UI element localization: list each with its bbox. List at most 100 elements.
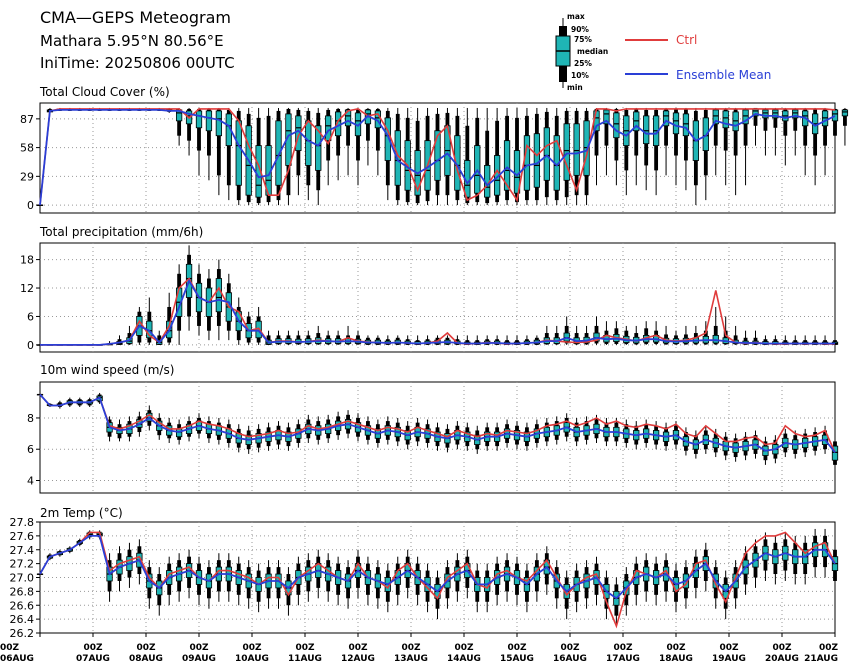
x-tick-date: 14AUG	[447, 654, 481, 664]
cloud-cover-box-inner	[434, 130, 441, 181]
cloud-cover-box-outer	[753, 107, 758, 126]
cloud-cover-box-inner	[533, 133, 541, 188]
x-tick-hour: 00Z	[242, 643, 262, 653]
legend-p25-label: 25%	[574, 59, 592, 68]
x-tick-hour: 00Z	[83, 643, 103, 653]
cloud-cover-box-inner	[543, 127, 550, 181]
x-tick-hour: 00Z	[189, 643, 209, 653]
x-tick-date: 21AUG	[804, 654, 838, 664]
cloud-cover-box-outer	[177, 108, 182, 136]
legend-max-label: max	[567, 12, 585, 21]
x-tick-hour: 00Z	[401, 643, 421, 653]
precip-ytick-label: 6	[27, 310, 34, 323]
cloud-cover-box-inner	[235, 120, 242, 186]
wind-mean-line	[39, 393, 836, 453]
cloud-cover-box-inner	[603, 109, 610, 125]
cloud-cover-box-outer	[634, 108, 639, 156]
cloud-cover-box-inner	[325, 115, 332, 142]
x-tick-hour: 00Z	[819, 643, 839, 653]
cloud-cover-box-outer	[187, 108, 191, 141]
cloud-cover-box-outer	[763, 108, 768, 131]
cloud-cover-box-outer	[843, 108, 847, 126]
cloud-cover-box	[315, 107, 322, 206]
cloud-cover-box	[603, 107, 610, 176]
cloud-cover-box-inner	[672, 112, 680, 135]
cloud-cover-box	[712, 107, 719, 176]
cloud-cover-mean-line	[39, 109, 836, 206]
cloud-cover-box-inner	[762, 109, 769, 119]
temp-ytick-label: 26.4	[10, 613, 35, 626]
cloud-cover-box-outer	[733, 108, 738, 156]
cloud-cover-box	[643, 107, 650, 191]
cloud-cover-ctrl-line	[39, 108, 836, 206]
box-legend: max 90% 75% median 25% 10% min	[555, 12, 608, 92]
cloud-cover-box-outer	[793, 108, 798, 131]
cloud-cover-box-outer	[664, 108, 668, 146]
cloud-cover-box	[732, 107, 739, 196]
temp-box	[831, 542, 839, 592]
temp-ytick-label: 27.8	[10, 516, 35, 529]
x-tick-date: 09AUG	[182, 654, 216, 664]
cloud-cover-box	[474, 107, 481, 206]
cloud-cover-box-inner	[503, 140, 511, 191]
cloud-cover-box-inner	[682, 113, 690, 137]
cloud-cover-box-inner	[563, 123, 570, 181]
cloud-cover-box	[434, 107, 441, 206]
temp-ytick-label: 26.6	[10, 599, 35, 612]
temp-panel-title: 2m Temp (°C)	[40, 506, 123, 520]
temp-ctrl-line	[39, 531, 836, 629]
x-tick-hour: 00Z	[613, 643, 633, 653]
cloud-cover-box-outer	[346, 108, 350, 146]
wind-panel: 4 6 8	[27, 381, 839, 494]
cloud-cover-box-outer	[823, 108, 827, 146]
x-tick-date: 11AUG	[288, 654, 322, 664]
cloud-cover-box-outer	[713, 108, 718, 146]
temp-ytick-label: 27.4	[10, 544, 35, 557]
cloud-cover-box-outer	[197, 108, 201, 151]
legend-p90-label: 90%	[571, 25, 589, 34]
temp-box	[36, 573, 44, 575]
x-tick-hour: 00Z	[348, 643, 368, 653]
cloud-cover-box	[662, 107, 670, 176]
wind-box	[831, 436, 839, 472]
panels-group: 0 29 58 87 0 6 12 18 4 6 8 26.226.426.626.827.027.2…	[10, 102, 849, 640]
cloud-cover-box-inner	[712, 109, 719, 125]
cloud-cover-box	[325, 107, 332, 186]
line-legend: Ctrl Ensemble Mean	[625, 33, 771, 82]
temp-ytick-label: 26.8	[10, 585, 35, 598]
x-tick-date: 20AUG	[765, 654, 799, 664]
cloud-cover-box-inner	[215, 110, 223, 137]
x-tick-hour: 00Z	[666, 643, 686, 653]
cloud-cover-box	[215, 107, 223, 196]
cloud-cover-box	[633, 107, 640, 186]
cloud-cover-box	[821, 107, 829, 176]
cloud-cover-ytick-label: 0	[27, 199, 34, 212]
x-tick-hour: 00Z	[0, 643, 20, 653]
precip-ytick-label: 18	[20, 254, 34, 267]
x-axis: 00Z06AUG00Z07AUG00Z08AUG00Z09AUG00Z10AUG…	[0, 633, 838, 664]
cloud-cover-ytick-label: 29	[20, 170, 34, 183]
cloud-cover-box-outer	[594, 108, 599, 156]
precip-mean-line	[40, 278, 835, 346]
x-tick-date: 13AUG	[394, 654, 428, 664]
x-tick-hour: 00Z	[560, 643, 580, 653]
wind-ytick-label: 6	[27, 443, 34, 456]
x-tick-date: 06AUG	[0, 654, 34, 664]
x-tick-date: 12AUG	[341, 654, 375, 664]
precip-ytick-label: 0	[27, 339, 34, 352]
temp-panel: 26.226.426.626.827.027.227.427.627.8	[10, 516, 839, 640]
x-tick-date: 07AUG	[76, 654, 110, 664]
cloud-cover-box	[613, 107, 620, 186]
cloud-cover-box-outer	[366, 108, 370, 141]
cloud-cover-box-outer	[783, 108, 788, 136]
cloud-cover-ytick-label: 87	[20, 113, 34, 126]
x-tick-date: 10AUG	[235, 654, 269, 664]
cloud-cover-box-outer	[207, 108, 211, 156]
cloud-cover-box-inner	[305, 120, 312, 166]
cloud-cover-box-outer	[833, 108, 837, 136]
cloud-cover-box-inner	[742, 109, 749, 125]
cloud-cover-box	[36, 204, 44, 206]
x-tick-hour: 00Z	[507, 643, 527, 653]
cloud-cover-box-outer	[226, 109, 231, 186]
